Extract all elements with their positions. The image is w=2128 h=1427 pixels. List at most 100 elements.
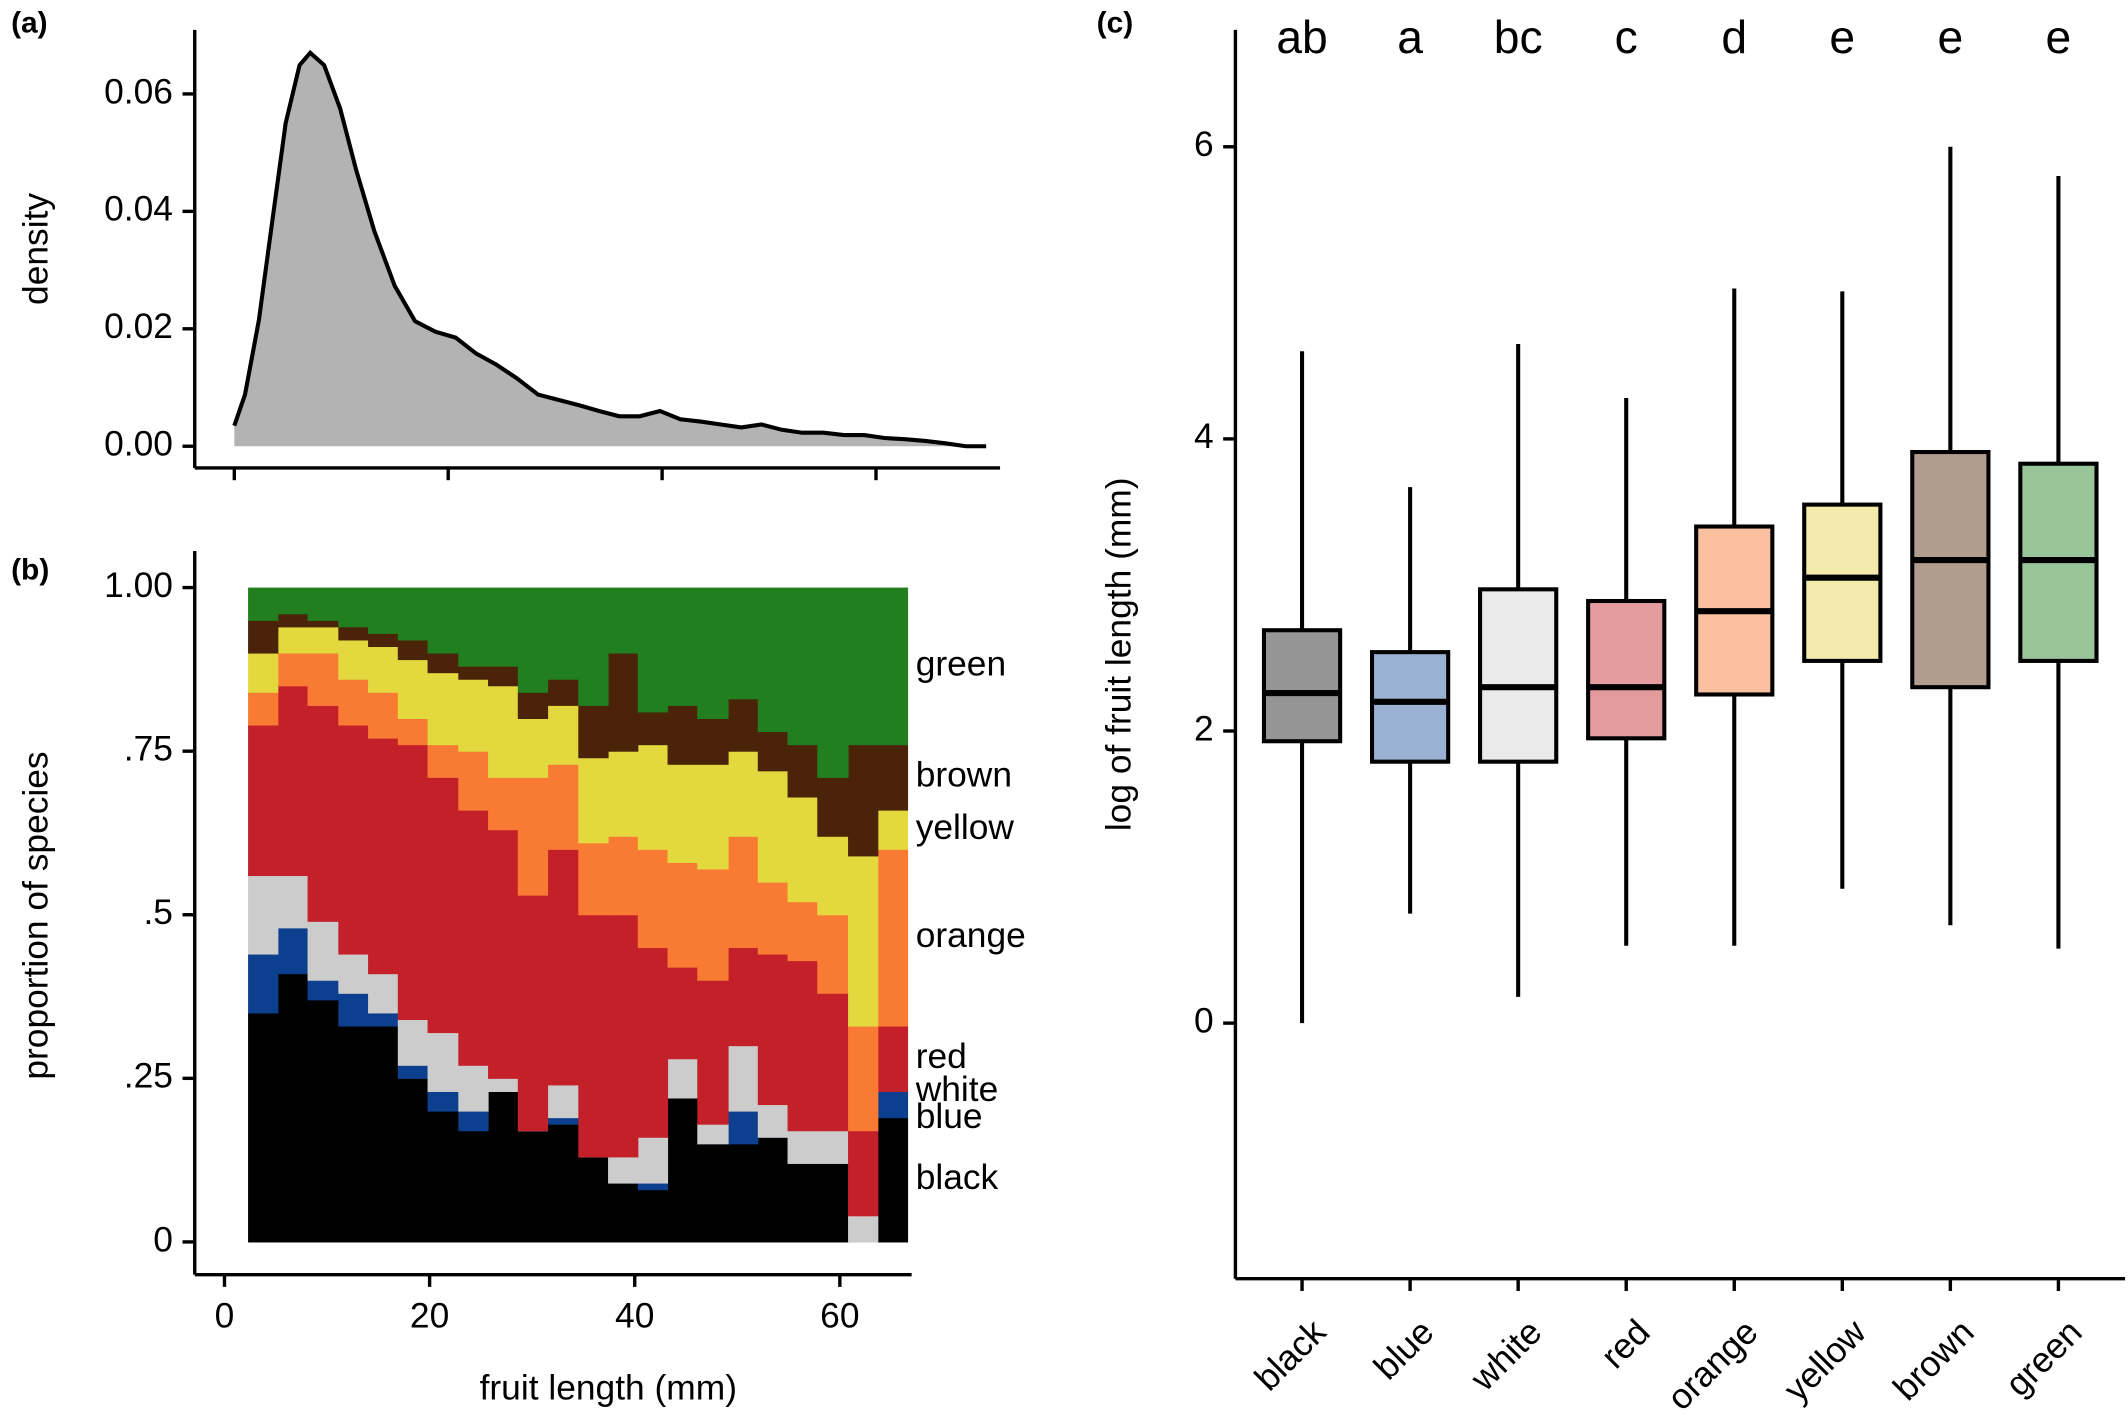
bar-segment	[637, 1137, 669, 1184]
bar-segment	[728, 947, 759, 1047]
bar-segment	[547, 587, 579, 680]
bar-segment	[338, 639, 369, 680]
bar-segment	[277, 587, 309, 615]
bar-segment	[787, 587, 818, 746]
bar-segment	[427, 653, 459, 674]
bar-segment	[667, 862, 698, 968]
bar-segment	[458, 587, 489, 667]
bar-segment	[608, 914, 639, 1158]
bar-segment	[608, 751, 639, 837]
bar-segment	[697, 764, 729, 870]
bar-segment	[458, 810, 489, 1066]
bar-segment	[248, 954, 279, 1014]
box	[1261, 628, 1343, 744]
y-tick-label: .25	[124, 1057, 173, 1096]
bar-segment	[277, 685, 309, 877]
bar-segment	[637, 711, 669, 746]
legend-label: yellow	[916, 808, 1015, 847]
bar-segment	[307, 999, 339, 1243]
bar-segment	[248, 620, 279, 654]
bar-segment	[368, 692, 399, 739]
bar-segment	[397, 639, 429, 661]
bar-segment	[427, 1091, 459, 1112]
bar-segment	[817, 993, 849, 1132]
bar-segment	[338, 626, 369, 641]
bar-segment	[397, 718, 429, 746]
group-letter: e	[2046, 11, 2072, 63]
bar-segment	[848, 1130, 879, 1217]
bar-segment	[848, 587, 879, 746]
box	[1369, 650, 1451, 764]
bar-segment	[307, 705, 339, 922]
bar-segment	[307, 626, 339, 654]
bar-segment	[397, 744, 429, 1020]
y-tick-label: .5	[143, 893, 173, 932]
bar-segment	[458, 1130, 489, 1243]
bar-segment	[817, 777, 849, 837]
x-tick-label: red	[1594, 1312, 1658, 1376]
bar-segment	[248, 653, 279, 693]
bar-segment	[397, 1019, 429, 1066]
bar-segment	[517, 1130, 549, 1243]
legend-label: white	[915, 1070, 999, 1109]
bar-segment	[517, 587, 549, 693]
bar-segment	[787, 796, 818, 903]
bar-segment	[458, 751, 489, 811]
legend-label: red	[916, 1037, 967, 1076]
y-tick-label: 0.02	[104, 307, 173, 346]
x-tick-label: brown	[1886, 1312, 1982, 1408]
bar-segment	[307, 980, 339, 1001]
bar-segment	[848, 744, 879, 857]
bar-segment	[277, 653, 309, 687]
bar-segment	[368, 633, 399, 648]
y-tick-label: 0.06	[104, 72, 173, 111]
bar-segment	[787, 1130, 818, 1164]
bar-segment	[368, 738, 399, 975]
bar-segment	[397, 1078, 429, 1243]
y-tick-label: 6	[1194, 125, 1214, 164]
bar-segment	[338, 679, 369, 726]
bar-segment	[817, 836, 849, 916]
bar-segment	[637, 1189, 669, 1243]
bar-segment	[757, 1104, 789, 1138]
bar-segment	[307, 653, 339, 706]
bar-segment	[427, 672, 459, 746]
bar-segment	[368, 646, 399, 693]
bar-segment	[667, 587, 698, 706]
bar-segment	[368, 1012, 399, 1027]
bar-segment	[517, 718, 549, 778]
bar-segment	[427, 777, 459, 1034]
bar-segment	[848, 1025, 879, 1132]
bar-segment	[697, 868, 729, 981]
bar-segment	[547, 1124, 579, 1243]
bar-segment	[877, 1091, 909, 1119]
bar-segment	[637, 947, 669, 1138]
bar-segment	[578, 705, 609, 759]
bar-segment	[547, 705, 579, 765]
bar-segment	[757, 587, 789, 733]
bar-segment	[637, 744, 669, 850]
bar-segment	[338, 993, 369, 1027]
group-letter: e	[1937, 11, 1963, 63]
bar-segment	[368, 973, 399, 1014]
y-tick-label: 0.04	[104, 190, 173, 229]
bar-segment	[307, 620, 339, 628]
bar-segment	[427, 1032, 459, 1092]
y-tick-label: 1.00	[104, 566, 173, 605]
bar-segment	[787, 960, 818, 1132]
bar-segment	[248, 724, 279, 877]
x-tick-label: black	[1247, 1312, 1333, 1398]
bar-segment	[488, 1091, 519, 1243]
bar-segment	[608, 653, 639, 752]
bar-segment	[547, 849, 579, 1086]
x-tick-label: yellow	[1777, 1312, 1874, 1409]
group-letter: a	[1397, 11, 1423, 63]
bar-segment	[578, 587, 609, 706]
panel-label: (b)	[11, 553, 49, 586]
bar-segment	[757, 882, 789, 955]
bar-segment	[488, 587, 519, 667]
bar-segment	[397, 1065, 429, 1079]
bar-segment	[877, 810, 909, 850]
bar-segment	[578, 914, 609, 1158]
